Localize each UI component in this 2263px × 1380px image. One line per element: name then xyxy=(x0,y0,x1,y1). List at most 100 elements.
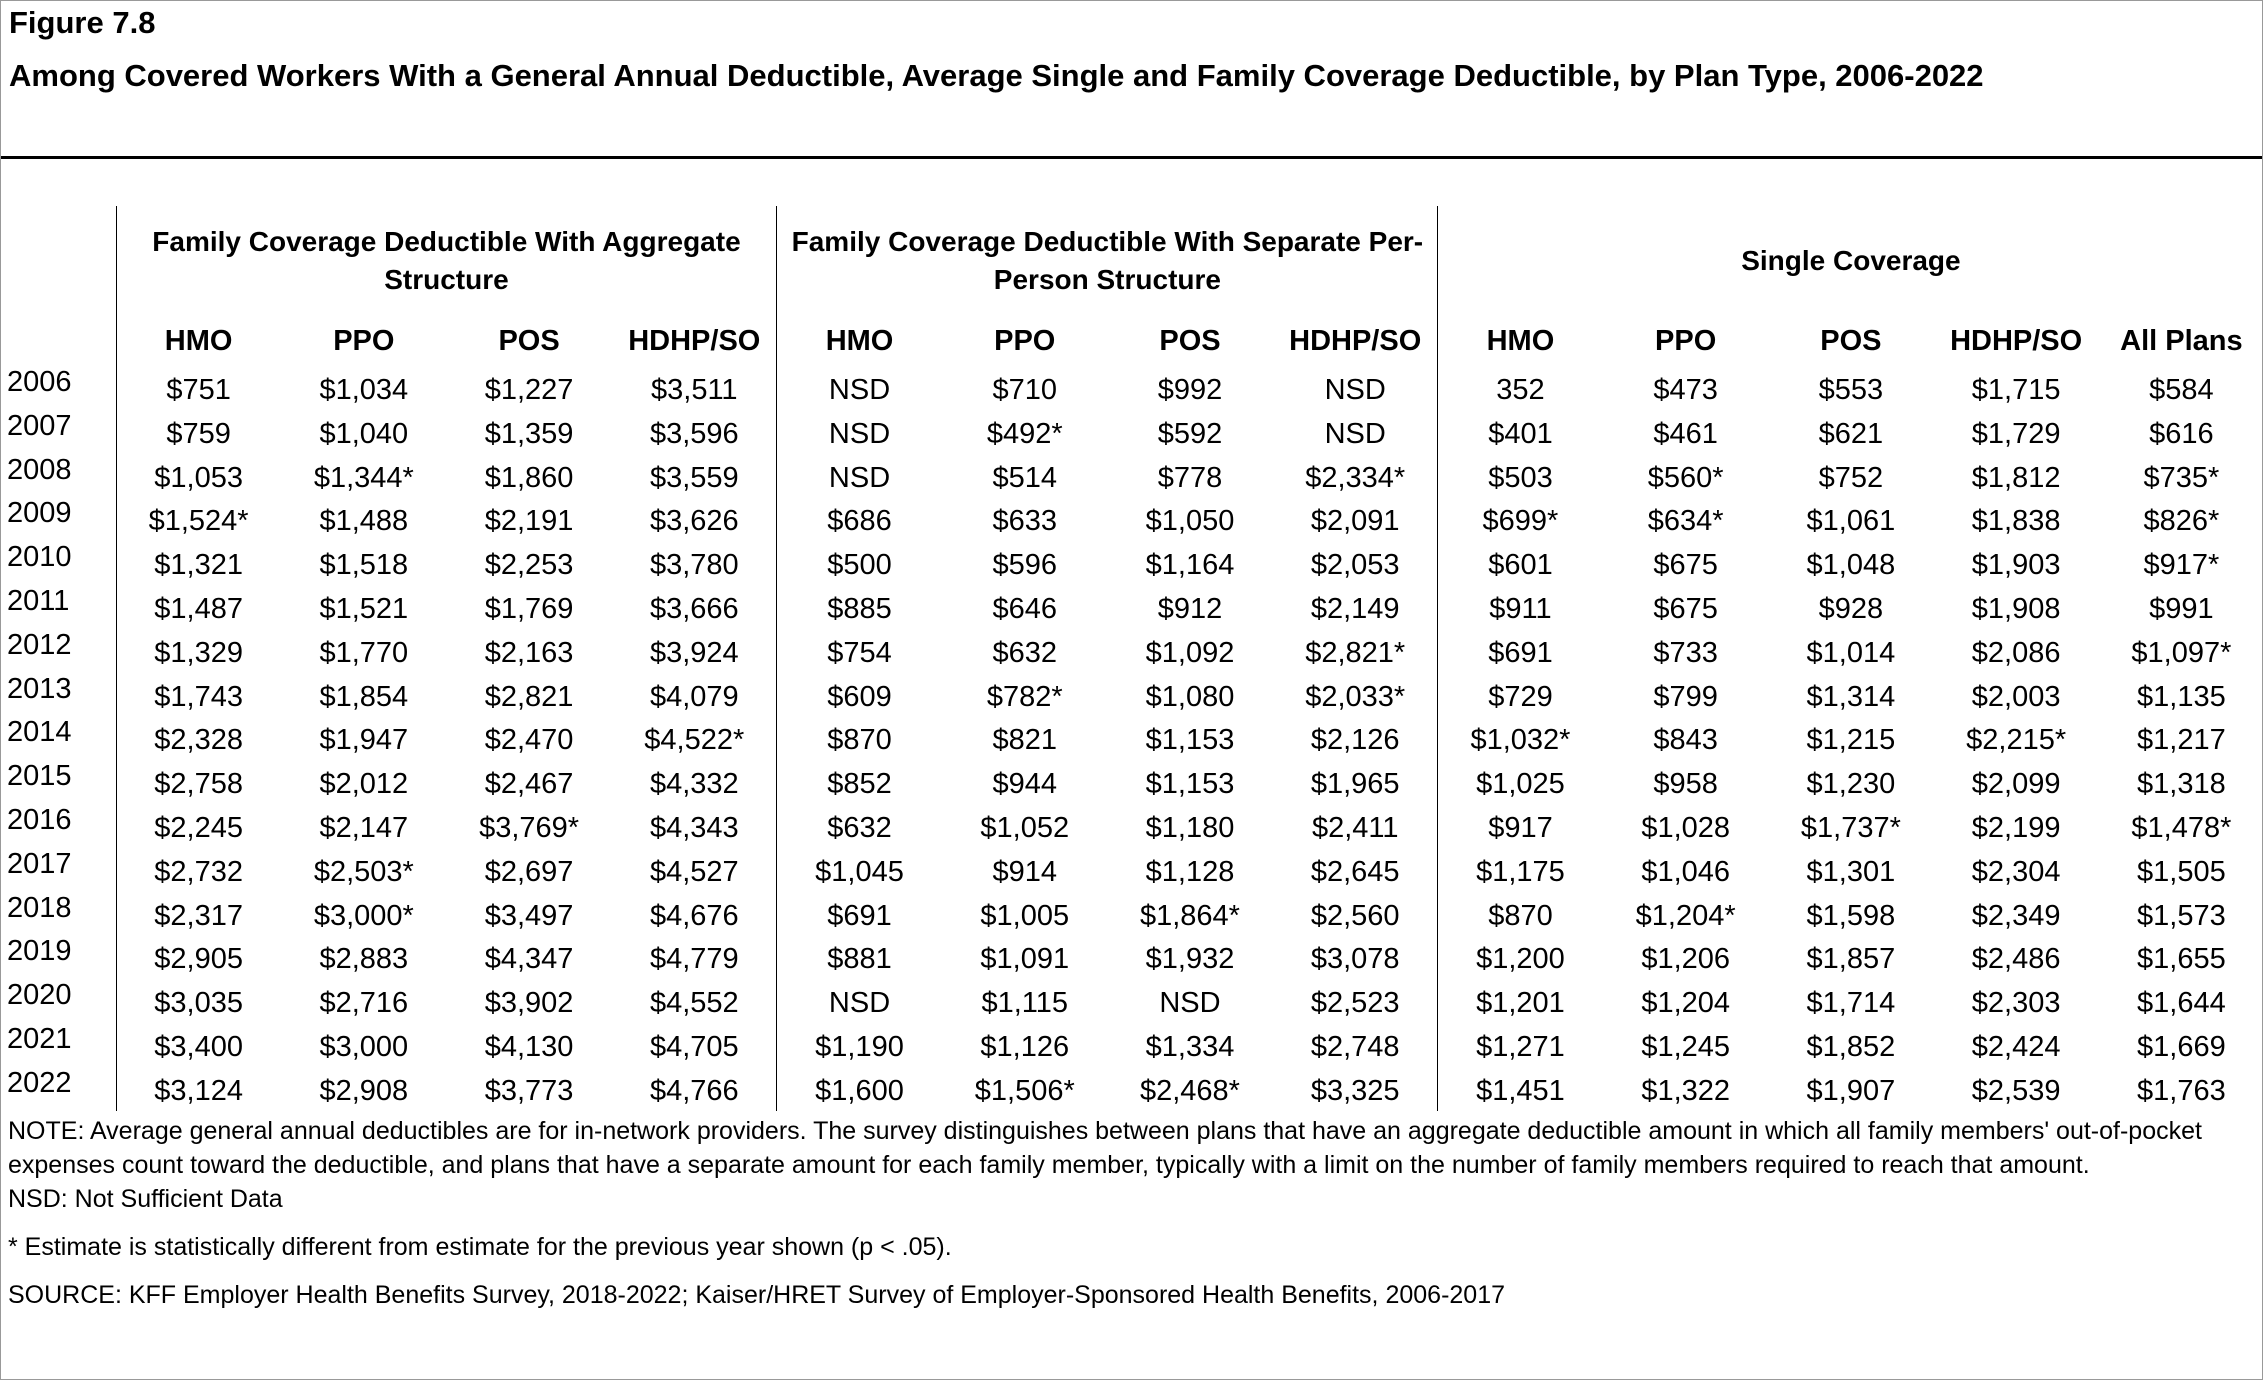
row-year: 2022 xyxy=(7,1066,72,1099)
row-year: 2014 xyxy=(7,716,72,749)
table-cell: $3,773 xyxy=(484,1074,574,1107)
table-cell: $2,645 xyxy=(1310,855,1400,888)
table-cell: $1,204 xyxy=(1641,987,1731,1020)
table-cell: $1,014 xyxy=(1806,636,1896,669)
table-cell: $1,245 xyxy=(1641,1030,1731,1063)
table-cell: $646 xyxy=(992,592,1057,625)
table-cell: $1,838 xyxy=(1971,505,2061,538)
table-cell: $1,180 xyxy=(1145,811,1235,844)
table-cell: $1,115 xyxy=(981,987,1069,1020)
table-cell: $2,126 xyxy=(1310,724,1400,757)
note-line: SOURCE: KFF Employer Health Benefits Sur… xyxy=(8,1281,1506,1309)
table-cell: $2,697 xyxy=(484,855,574,888)
column-header: PPO xyxy=(333,325,395,357)
table-cell: $1,206 xyxy=(1641,943,1731,976)
figure-title: Among Covered Workers With a General Ann… xyxy=(9,58,1984,93)
table-cell: $4,779 xyxy=(649,943,739,976)
table-cell: $4,527 xyxy=(649,855,739,888)
table-cell: $1,217 xyxy=(2137,724,2226,757)
table-cell: $1,061 xyxy=(1806,505,1896,538)
row-year: 2017 xyxy=(7,847,72,880)
table-cell: $1,344* xyxy=(313,461,414,494)
note-line: NOTE: Average general annual deductibles… xyxy=(8,1117,2202,1179)
table-cell: $1,321 xyxy=(154,549,243,582)
title-rule xyxy=(1,156,2262,159)
table-cell: $2,053 xyxy=(1310,549,1400,582)
table-cell: $3,000* xyxy=(313,899,414,932)
table-cell: $1,126 xyxy=(980,1030,1070,1063)
table-cell: $1,053 xyxy=(154,461,243,494)
table-cell: NSD xyxy=(828,374,891,406)
table-cell: $4,705 xyxy=(649,1030,739,1063)
table-cell: $751 xyxy=(166,374,231,406)
row-year: 2006 xyxy=(7,366,72,398)
table-cell: $1,505 xyxy=(2137,855,2226,888)
table-cell: $1,598 xyxy=(1806,899,1896,932)
table-cell: $691 xyxy=(1488,636,1553,669)
table-cell: $1,854 xyxy=(319,680,409,713)
table-cell: $1,135 xyxy=(2137,680,2226,713)
column-header: HDHP/SO xyxy=(1950,325,2083,357)
figure-label: Figure 7.8 xyxy=(9,5,156,40)
table-cell: $826* xyxy=(2143,505,2220,538)
group-header: Family Coverage Deductible With Separate… xyxy=(791,226,1424,295)
row-year: 2018 xyxy=(7,891,72,924)
group-header: Single Coverage xyxy=(1741,245,1961,276)
table-cell: $4,079 xyxy=(649,680,739,713)
table-cell: $958 xyxy=(1653,768,1718,801)
table-cell: $3,400 xyxy=(154,1030,243,1063)
table-cell: $1,763 xyxy=(2137,1074,2226,1107)
notes: NOTE: Average general annual deductibles… xyxy=(8,1114,2256,1312)
table-cell: $1,737* xyxy=(1800,811,1901,844)
table-cell: $2,012 xyxy=(319,768,409,801)
table-cell: $3,000 xyxy=(319,1030,409,1063)
table-cell: $553 xyxy=(1818,374,1884,406)
table-cell: $1,669 xyxy=(2137,1030,2226,1063)
table-cell: $621 xyxy=(1818,417,1884,450)
table-cell: $1,230 xyxy=(1806,768,1896,801)
table-cell: $911 xyxy=(1489,592,1552,625)
table-cell: $759 xyxy=(166,417,231,450)
table-cell: $1,521 xyxy=(319,592,409,625)
table-cell: $1,903 xyxy=(1971,549,2061,582)
table-cell: $560* xyxy=(1647,461,1724,494)
table-cell: $1,028 xyxy=(1641,811,1731,844)
table-cell: $944 xyxy=(992,768,1057,801)
table-cell: $634* xyxy=(1647,505,1724,538)
table-cell: $2,003 xyxy=(1971,680,2061,713)
table-cell: $2,539 xyxy=(1971,1074,2061,1107)
table-cell: $710 xyxy=(992,374,1057,406)
table-cell: $821 xyxy=(992,724,1057,757)
table-cell: $1,644 xyxy=(2137,987,2226,1020)
table-cell: $1,524* xyxy=(148,505,249,538)
table-cell: $1,092 xyxy=(1145,636,1235,669)
table-cell: $752 xyxy=(1818,461,1884,494)
table-cell: $2,503* xyxy=(313,855,414,888)
table-cell: $596 xyxy=(992,549,1057,582)
table-cell: $1,334 xyxy=(1145,1030,1235,1063)
table-cell: NSD xyxy=(828,987,891,1020)
table-cell: $675 xyxy=(1653,592,1718,625)
table-cell: $2,732 xyxy=(154,855,243,888)
table-cell: $2,147 xyxy=(319,811,409,844)
table-cell: $2,215* xyxy=(1966,724,2067,757)
row-year: 2015 xyxy=(7,760,72,793)
table-cell: $2,821* xyxy=(1305,636,1406,669)
table-cell: $686 xyxy=(827,505,892,538)
table-cell: $2,716 xyxy=(319,987,409,1020)
table-cell: $917* xyxy=(2143,549,2220,582)
table-cell: $733 xyxy=(1653,636,1718,669)
table-cell: $2,334* xyxy=(1305,461,1406,494)
table-cell: $2,245 xyxy=(154,811,243,844)
group-separator xyxy=(115,206,117,1111)
table-cell: $1,034 xyxy=(319,374,409,406)
row-year: 2010 xyxy=(7,541,72,574)
row-year: 2019 xyxy=(7,935,72,968)
table-cell: $1,506* xyxy=(974,1074,1075,1107)
row-year: 2020 xyxy=(7,979,72,1012)
table-cell: $2,349 xyxy=(1971,899,2061,932)
table-cell: $3,497 xyxy=(484,899,574,932)
table-cell: $3,035 xyxy=(154,987,243,1020)
table-cell: $1,314 xyxy=(1806,680,1896,713)
